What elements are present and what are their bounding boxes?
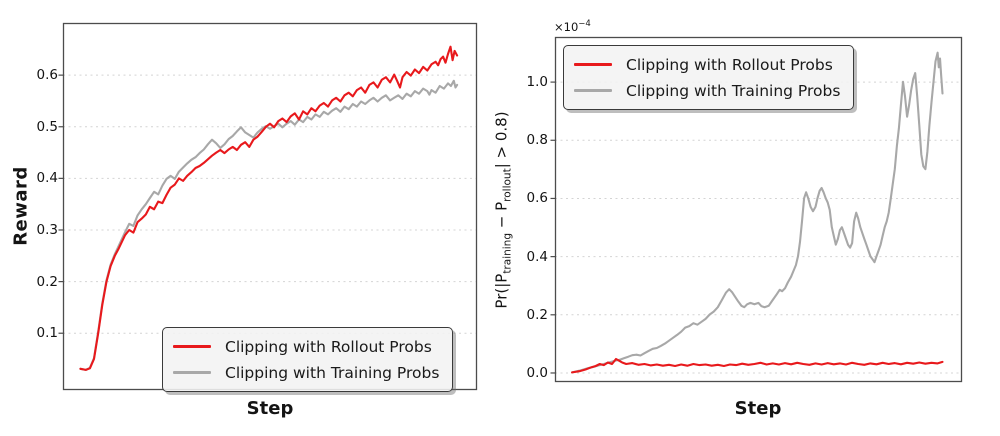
legend-label: Clipping with Rollout Probs: [626, 55, 833, 74]
y-tick-label: 0.4: [526, 248, 548, 265]
legend-line-sample: [574, 89, 612, 92]
legend-line-sample: [574, 63, 612, 66]
legend-label: Clipping with Rollout Probs: [225, 337, 432, 356]
legend-entry: Clipping with Rollout Probs: [173, 335, 439, 358]
y-tick-label: 0.6: [526, 190, 548, 207]
y-tick-label: 0.6: [36, 67, 58, 84]
legend-entry: Clipping with Training Probs: [173, 361, 439, 384]
y-tick-label: 0.3: [36, 221, 58, 238]
series-line-clipping-with-training-probs: [571, 51, 944, 374]
legend-label: Clipping with Training Probs: [626, 81, 841, 100]
y-tick-label: 0.1: [36, 325, 58, 342]
right-y-label-part: Pr(|P: [492, 273, 511, 309]
y-tick-label: 0.5: [36, 118, 58, 135]
offset-exponent: −4: [578, 19, 591, 29]
right-legend: Clipping with Rollout Probs Clipping with…: [563, 45, 855, 110]
axes-frame: [554, 36, 963, 383]
y-tick-label: 0.0: [526, 364, 548, 381]
series-line-clipping-with-rollout-probs: [79, 45, 459, 371]
right-plot-area: [550, 36, 963, 383]
left-legend: Clipping with Rollout Probs Clipping with…: [162, 327, 454, 392]
legend-entry: Clipping with Rollout Probs: [574, 53, 840, 76]
right-axis-scale-offset: ×10−4: [554, 19, 591, 34]
y-tick-label: 0.2: [36, 273, 58, 290]
legend-line-sample: [173, 345, 211, 348]
left-x-axis-label: Step: [246, 398, 294, 419]
y-tick-label: 0.2: [526, 306, 548, 323]
legend-entry: Clipping with Training Probs: [574, 79, 840, 102]
series-line-clipping-with-rollout-probs: [571, 357, 944, 374]
legend-line-sample: [173, 371, 211, 374]
legend-label: Clipping with Training Probs: [225, 363, 440, 382]
y-tick-label: 1.0: [526, 74, 548, 91]
y-tick-label: 0.8: [526, 132, 548, 149]
right-x-axis-label: Step: [734, 398, 782, 419]
y-tick-label: 0.4: [36, 170, 58, 187]
offset-base: ×10: [554, 19, 579, 34]
